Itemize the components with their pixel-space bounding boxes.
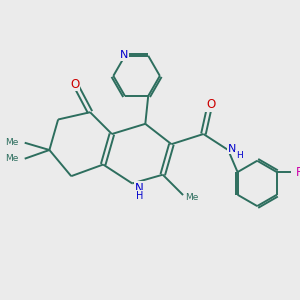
Text: N: N	[120, 50, 128, 60]
Text: H: H	[136, 190, 143, 201]
Text: O: O	[206, 98, 215, 111]
Text: Me: Me	[5, 154, 18, 163]
Text: F: F	[296, 166, 300, 178]
Text: Me: Me	[5, 138, 18, 147]
Text: N: N	[227, 143, 236, 154]
Text: O: O	[70, 77, 79, 91]
Text: N: N	[135, 182, 144, 195]
Text: H: H	[236, 151, 242, 160]
Text: Me: Me	[185, 194, 199, 202]
